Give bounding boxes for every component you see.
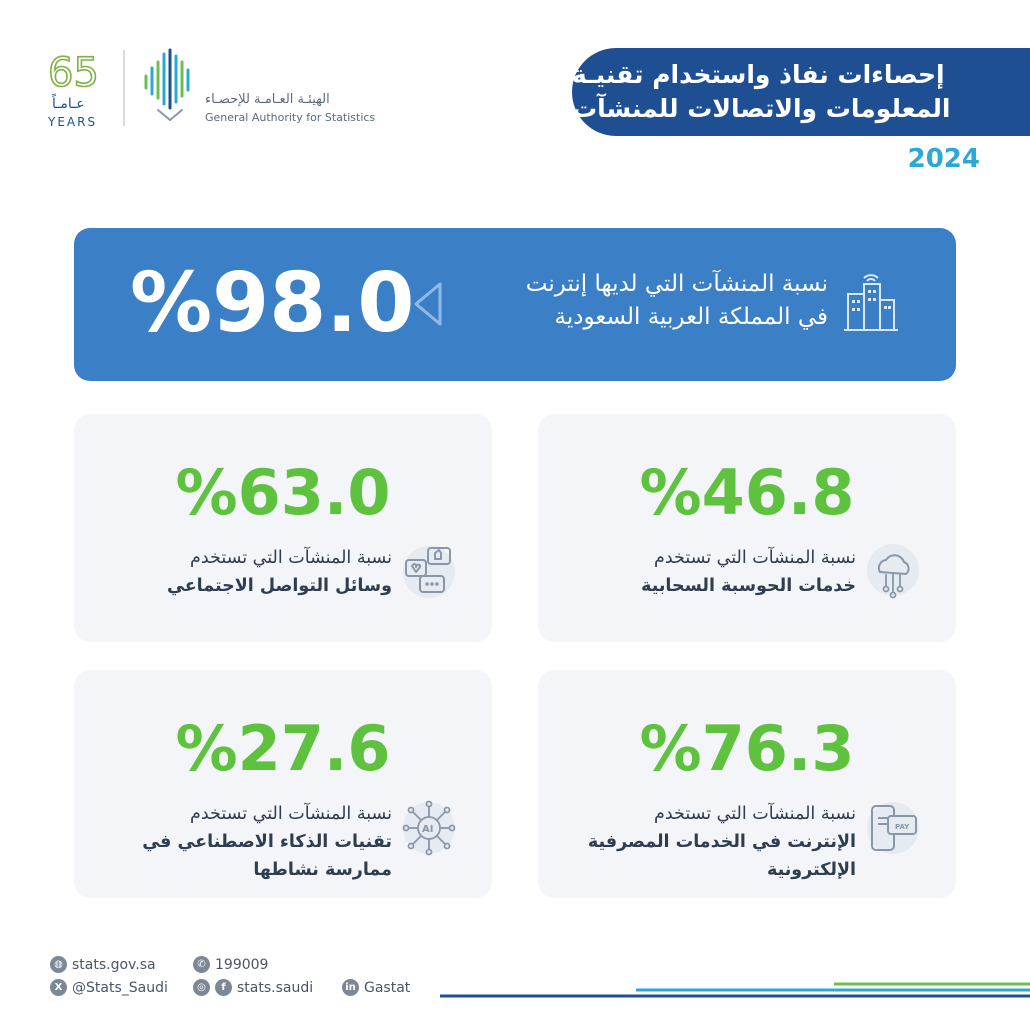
stat-label-social: نسبة المنشآت التي تستخدم وسائل التواصل ا… bbox=[167, 544, 392, 600]
arrow-left-icon bbox=[414, 282, 442, 326]
social-media-icon bbox=[403, 546, 455, 598]
logo-divider bbox=[123, 50, 125, 126]
gastat-name-english: General Authority for Statistics bbox=[205, 111, 376, 124]
footer-decorative-lines bbox=[440, 982, 1030, 998]
footer-website[interactable]: ◍ stats.gov.sa bbox=[50, 956, 156, 973]
anniversary-65-logo: 65 عـامـاً YEARS bbox=[47, 50, 100, 129]
cloud-network-icon bbox=[867, 544, 919, 599]
footer-phone-text: 199009 bbox=[215, 956, 269, 973]
stat-label-cloud: نسبة المنشآت التي تستخدم خدمات الحوسبة ا… bbox=[641, 544, 856, 600]
footer-phone[interactable]: ✆ 199009 bbox=[193, 956, 268, 973]
svg-text:AI: AI bbox=[422, 824, 433, 835]
hero-label-line-2: في المملكة العربية السعودية bbox=[554, 304, 828, 330]
mobile-pay-icon: PAY bbox=[867, 802, 919, 854]
anniversary-arabic: عـامـاً bbox=[51, 93, 84, 112]
stat-label-bold-2: ممارسة نشاطها bbox=[253, 860, 392, 880]
footer-twitter[interactable]: X @Stats_Saudi bbox=[50, 979, 168, 996]
stat-value-ai: %27.6 bbox=[175, 712, 391, 785]
anniversary-english: YEARS bbox=[47, 115, 97, 129]
x-twitter-icon: X bbox=[50, 979, 67, 996]
page-title-line-2: المعلومات والاتصالات للمنشآت bbox=[572, 94, 951, 123]
hero-value: %98.0 bbox=[130, 256, 415, 351]
footer-social-text: stats.saudi bbox=[237, 979, 314, 996]
hero-banner: %98.0 نسبة المنشآت التي لديها إنترنت في … bbox=[74, 228, 956, 381]
title-banner: إحصاءات نفاذ واستخدام تقنيـة المعلومات و… bbox=[572, 48, 1030, 136]
footer-social[interactable]: ◎ f stats.saudi bbox=[193, 979, 313, 996]
footer-linkedin-text: Gastat bbox=[364, 979, 411, 996]
footer-website-text: stats.gov.sa bbox=[72, 956, 156, 973]
page-title-line-1: إحصاءات نفاذ واستخدام تقنيـة bbox=[572, 60, 945, 89]
stat-label-bold-2: الإلكترونية bbox=[766, 860, 856, 880]
footer-twitter-text: @Stats_Saudi bbox=[72, 979, 168, 996]
globe-icon: ◍ bbox=[50, 956, 67, 973]
stat-label-bold: خدمات الحوسبة السحابية bbox=[641, 576, 856, 596]
svg-text:PAY: PAY bbox=[895, 823, 910, 831]
stat-label-bold: الإنترنت في الخدمات المصرفية bbox=[587, 832, 856, 852]
stat-label-lead: نسبة المنشآت التي تستخدم bbox=[654, 548, 856, 568]
stat-card-ai: %27.6 نسبة المنشآت التي تستخدم تقنيات ال… bbox=[74, 670, 492, 898]
phone-icon: ✆ bbox=[193, 956, 210, 973]
gastat-logo-mark bbox=[144, 48, 190, 121]
linkedin-icon: in bbox=[342, 979, 359, 996]
gastat-name-arabic: الهيئـة العـامـة للإحصـاء bbox=[205, 92, 330, 107]
buildings-wifi-icon bbox=[844, 274, 898, 331]
stat-value-cloud: %46.8 bbox=[639, 456, 855, 529]
stat-label-lead: نسبة المنشآت التي تستخدم bbox=[654, 804, 856, 824]
footer-linkedin[interactable]: in Gastat bbox=[342, 979, 410, 996]
stat-value-banking: %76.3 bbox=[639, 712, 855, 785]
facebook-icon: f bbox=[215, 979, 232, 996]
hero-label-line-1: نسبة المنشآت التي لديها إنترنت bbox=[525, 271, 828, 297]
stat-value-social: %63.0 bbox=[175, 456, 391, 529]
hero-label: نسبة المنشآت التي لديها إنترنت في المملك… bbox=[526, 268, 828, 334]
stat-label-banking: نسبة المنشآت التي تستخدم الإنترنت في الخ… bbox=[588, 800, 856, 884]
stat-card-banking: %76.3 نسبة المنشآت التي تستخدم الإنترنت … bbox=[538, 670, 956, 898]
anniversary-number: 65 bbox=[48, 50, 99, 96]
stat-label-bold: وسائل التواصل الاجتماعي bbox=[167, 576, 392, 596]
stat-label-lead: نسبة المنشآت التي تستخدم bbox=[190, 804, 392, 824]
ai-chip-icon: AI bbox=[402, 800, 456, 856]
stat-card-social: %63.0 نسبة المنشآت التي تستخدم وسائل الت… bbox=[74, 414, 492, 642]
stat-label-ai: نسبة المنشآت التي تستخدم تقنيات الذكاء ا… bbox=[142, 800, 392, 884]
stat-label-lead: نسبة المنشآت التي تستخدم bbox=[190, 548, 392, 568]
stat-card-cloud: %46.8 نسبة المنشآت التي تستخدم خدمات الح… bbox=[538, 414, 956, 642]
stat-label-bold: تقنيات الذكاء الاصطناعي في bbox=[142, 832, 392, 852]
instagram-icon: ◎ bbox=[193, 979, 210, 996]
report-year: 2024 bbox=[907, 144, 980, 174]
